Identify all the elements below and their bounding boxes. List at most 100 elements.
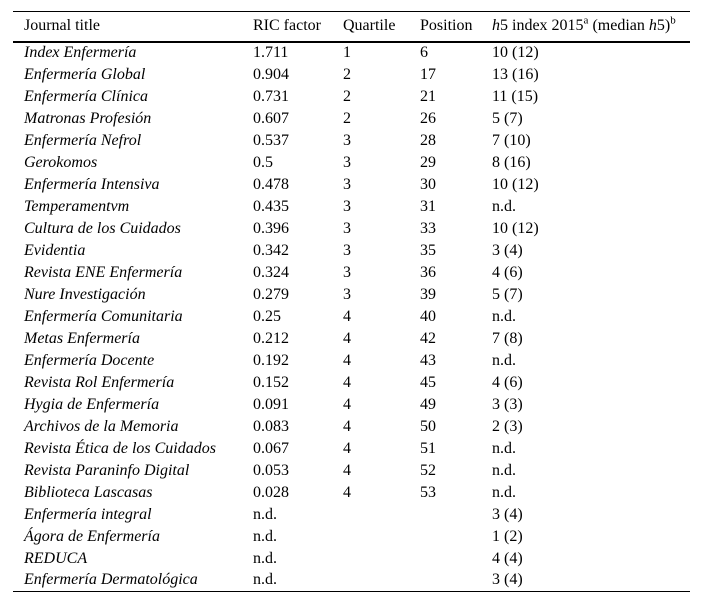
- position-cell: 50: [420, 417, 436, 435]
- table-row: Hygia de Enfermería 0.091 4 49 3 (3): [13, 394, 690, 416]
- quartile-cell: 2: [343, 87, 351, 105]
- journal-title-cell: Revista Paraninfo Digital: [24, 461, 190, 479]
- position-cell: 33: [420, 219, 436, 237]
- header-row: Journal title RIC factor Quartile Positi…: [13, 12, 690, 42]
- h5-header-text: 5 index 2015: [500, 17, 584, 35]
- position-cell: 21: [420, 87, 436, 105]
- h5-index-cell: 3 (4): [492, 505, 523, 523]
- quartile-cell: [343, 570, 420, 592]
- footnote-marker-a: a: [583, 14, 589, 27]
- position-cell: 43: [420, 351, 436, 369]
- ric-factor-cell: 0.152: [253, 373, 289, 391]
- table-row: Evidentia 0.342 3 35 3 (4): [13, 240, 690, 262]
- journal-title-cell: Enfermería Nefrol: [24, 131, 142, 149]
- h5-index-cell: n.d.: [492, 351, 516, 369]
- h5-index-cell: 10 (12): [492, 219, 539, 237]
- journal-title-cell: Enfermería Comunitaria: [24, 307, 183, 325]
- journal-title-cell: Revista Ética de los Cuidados: [24, 439, 216, 457]
- quartile-cell: [343, 548, 420, 570]
- journal-title-cell: Enfermería integral: [24, 505, 152, 523]
- ric-factor-cell: n.d.: [253, 571, 277, 589]
- col-header-journal-title: Journal title: [24, 17, 100, 35]
- table-row: Archivos de la Memoria 0.083 4 50 2 (3): [13, 416, 690, 438]
- ric-factor-cell: 0.324: [253, 263, 289, 281]
- quartile-cell: 3: [343, 263, 351, 281]
- ric-factor-cell: 0.279: [253, 285, 289, 303]
- ric-factor-cell: 0.435: [253, 197, 289, 215]
- journal-title-cell: Hygia de Enfermería: [24, 395, 160, 413]
- ric-factor-cell: n.d.: [253, 527, 277, 545]
- h5-index-cell: 5 (7): [492, 109, 523, 127]
- footnote-marker-b: b: [670, 14, 676, 27]
- ric-factor-cell: 0.478: [253, 175, 289, 193]
- journal-title-cell: Biblioteca Lascasas: [24, 483, 153, 501]
- table-row: Enfermería Docente 0.192 4 43 n.d.: [13, 350, 690, 372]
- h5-index-cell: 10 (12): [492, 44, 539, 61]
- table-row: Enfermería Comunitaria 0.25 4 40 n.d.: [13, 306, 690, 328]
- journal-title-cell: Revista ENE Enfermería: [24, 263, 183, 281]
- h5-index-cell: n.d.: [492, 439, 516, 457]
- table-row: Temperamentvm 0.435 3 31 n.d.: [13, 196, 690, 218]
- ric-factor-cell: 0.192: [253, 351, 289, 369]
- col-header-position: Position: [420, 17, 473, 35]
- table-row: Cultura de los Cuidados 0.396 3 33 10 (12): [13, 218, 690, 240]
- ric-factor-cell: 0.091: [253, 395, 289, 413]
- quartile-cell: 3: [343, 219, 351, 237]
- quartile-cell: 3: [343, 241, 351, 259]
- ric-factor-cell: 1.711: [253, 44, 289, 61]
- quartile-cell: 4: [343, 307, 351, 325]
- position-cell: 49: [420, 395, 436, 413]
- table-row: Biblioteca Lascasas 0.028 4 53 n.d.: [13, 482, 690, 504]
- quartile-cell: 4: [343, 373, 351, 391]
- h5-index-cell: n.d.: [492, 307, 516, 325]
- col-header-ric-factor: RIC factor: [253, 17, 321, 35]
- h5-index-cell: 10 (12): [492, 175, 539, 193]
- ric-factor-cell: 0.028: [253, 483, 289, 501]
- journal-title-cell: REDUCA: [24, 549, 88, 567]
- h5-index-cell: n.d.: [492, 461, 516, 479]
- journal-metrics-table: Journal title RIC factor Quartile Positi…: [13, 11, 690, 592]
- quartile-cell: 4: [343, 395, 351, 413]
- h5-index-cell: 8 (16): [492, 153, 531, 171]
- h5-index-cell: 11 (15): [492, 87, 539, 105]
- h5-index-cell: n.d.: [492, 483, 516, 501]
- table-row: REDUCA n.d. 4 (4): [13, 548, 690, 570]
- h5-index-cell: 7 (10): [492, 131, 531, 149]
- position-cell: 6: [420, 44, 428, 61]
- ric-factor-cell: 0.904: [253, 65, 289, 83]
- position-cell: 36: [420, 263, 436, 281]
- ric-factor-cell: 0.396: [253, 219, 289, 237]
- ric-factor-cell: 0.212: [253, 329, 289, 347]
- journal-title-cell: Index Enfermería: [24, 44, 137, 61]
- position-cell: 40: [420, 307, 436, 325]
- quartile-cell: 4: [343, 417, 351, 435]
- col-header-h5-index: h5 index 2015a (median h5)b: [492, 12, 690, 42]
- h5-index-cell: 5 (7): [492, 285, 523, 303]
- ric-factor-cell: 0.607: [253, 109, 289, 127]
- journal-title-cell: Enfermería Dermatológica: [24, 571, 198, 589]
- position-cell: 53: [420, 483, 436, 501]
- journal-title-cell: Ágora de Enfermería: [24, 527, 160, 545]
- position-cell: 26: [420, 109, 436, 127]
- ric-factor-cell: 0.731: [253, 87, 289, 105]
- h5-index-cell: 4 (6): [492, 373, 523, 391]
- journal-title-cell: Gerokomos: [24, 153, 98, 171]
- quartile-cell: 4: [343, 461, 351, 479]
- journal-title-cell: Archivos de la Memoria: [24, 417, 179, 435]
- h5-index-cell: 4 (6): [492, 263, 523, 281]
- position-cell: 30: [420, 175, 436, 193]
- position-cell: 52: [420, 461, 436, 479]
- quartile-cell: [343, 504, 420, 526]
- quartile-cell: 3: [343, 153, 351, 171]
- quartile-cell: 4: [343, 329, 351, 347]
- h5-header-italic-h2: h: [648, 17, 657, 35]
- ric-factor-cell: 0.342: [253, 241, 289, 259]
- position-cell: 39: [420, 285, 436, 303]
- h5-header-text-median: (median: [588, 17, 649, 35]
- position-cell: 45: [420, 373, 436, 391]
- quartile-cell: 4: [343, 483, 351, 501]
- journal-title-cell: Temperamentvm: [24, 197, 130, 215]
- h5-index-cell: 3 (4): [492, 571, 523, 589]
- table-row: Revista Rol Enfermería 0.152 4 45 4 (6): [13, 372, 690, 394]
- journal-title-cell: Evidentia: [24, 241, 86, 259]
